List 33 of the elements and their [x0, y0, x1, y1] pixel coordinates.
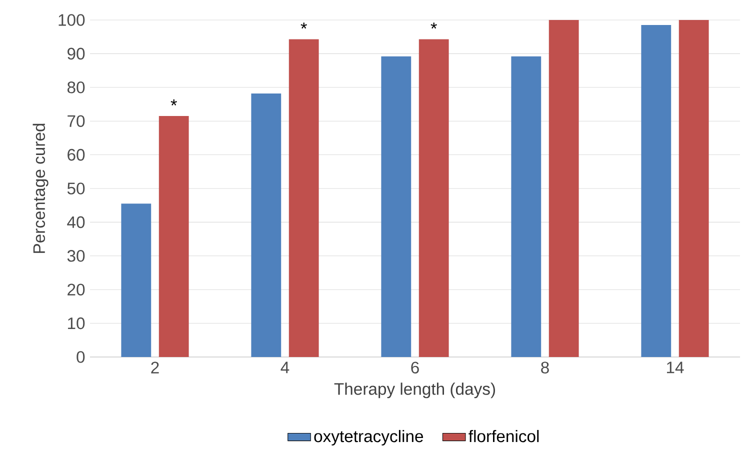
x-tick-label: 4 [280, 362, 290, 374]
bar [381, 56, 412, 357]
bar [158, 116, 189, 357]
bar [641, 25, 672, 357]
y-tick-label: 100 [58, 14, 85, 26]
y-tick-label: 40 [67, 216, 85, 228]
y-tick-label: 20 [68, 284, 85, 296]
y-tick-label: 90 [68, 48, 85, 60]
y-tick-label: 80 [67, 82, 85, 94]
y-tick-label: 70 [68, 115, 85, 127]
bar [511, 56, 542, 357]
y-tick-label: 50 [67, 182, 85, 194]
legend-label: oxytetracycline [314, 430, 424, 446]
x-tick-label: 2 [151, 362, 159, 374]
bar [548, 20, 579, 357]
bar [121, 204, 152, 357]
x-tick-label: 6 [411, 362, 419, 374]
annotation: * [300, 22, 307, 29]
y-tick-label: 0 [76, 351, 85, 363]
bar [678, 20, 709, 357]
y-tick-label: 60 [68, 148, 85, 161]
y-axis-title: Percentage cured [32, 124, 48, 253]
bar [418, 39, 449, 357]
bar [288, 39, 319, 357]
annotation: * [430, 22, 437, 29]
legend-label: florfenicol [468, 430, 539, 442]
y-tick-label: 10 [68, 317, 85, 330]
annotation: * [170, 99, 177, 106]
y-tick-label: 30 [67, 250, 85, 262]
x-axis-title: Therapy length (days) [334, 382, 495, 398]
bar [251, 93, 282, 357]
x-tick-label: 14 [667, 362, 684, 374]
x-tick-label: 8 [541, 362, 549, 374]
